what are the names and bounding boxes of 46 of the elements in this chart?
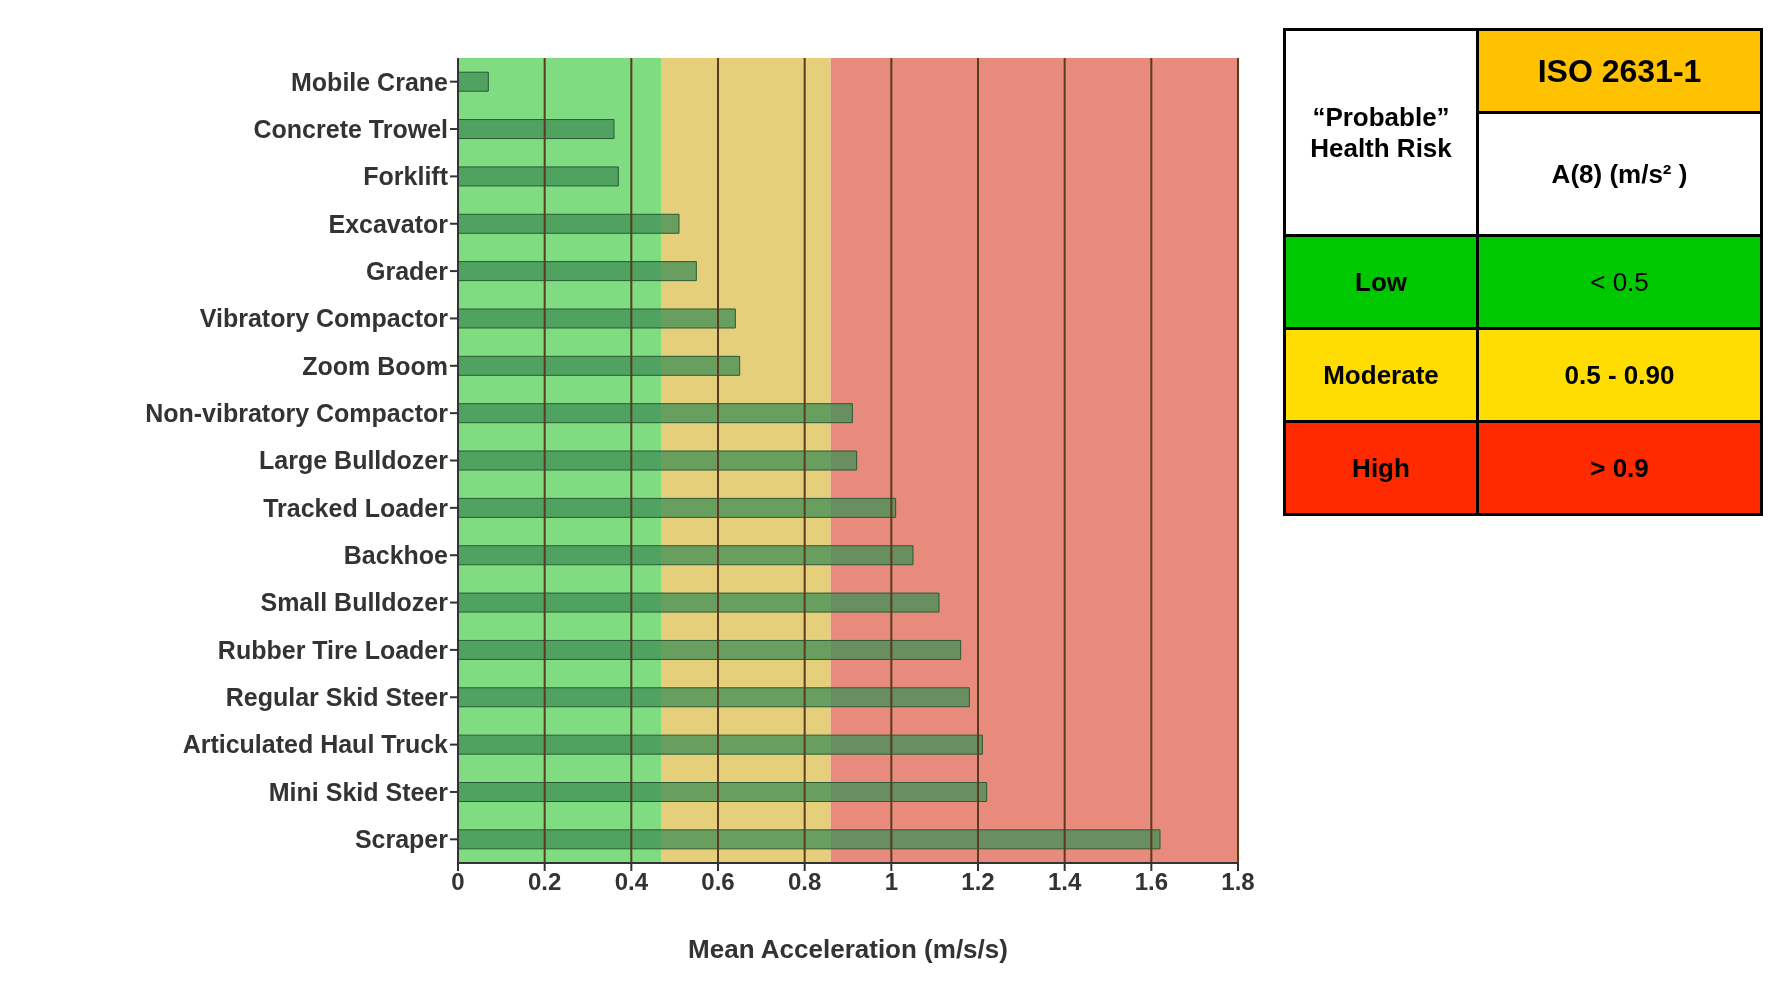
y-tick-label: Backhoe bbox=[343, 541, 449, 570]
y-tick-label: Articulated Haul Truck bbox=[182, 730, 449, 759]
y-tick-label: Zoom Boom bbox=[302, 351, 448, 380]
bar bbox=[458, 497, 897, 518]
bar bbox=[458, 119, 615, 140]
x-tick-label: 1.8 bbox=[1221, 868, 1255, 896]
y-tick-label: Rubber Tire Loader bbox=[217, 635, 449, 664]
bar bbox=[458, 355, 741, 376]
x-tick-label: 0.2 bbox=[527, 868, 562, 896]
x-tick-label: 1.6 bbox=[1134, 868, 1169, 896]
y-tick-label: Concrete Trowel bbox=[253, 114, 448, 143]
y-tick-label: Forklift bbox=[363, 162, 449, 191]
bar bbox=[458, 639, 962, 660]
bar bbox=[458, 687, 970, 708]
bar bbox=[458, 261, 697, 282]
x-tick-label: 0.4 bbox=[614, 868, 649, 896]
bar bbox=[458, 213, 680, 234]
x-tick-label: 1.2 bbox=[961, 868, 995, 896]
x-tick-label: 0.8 bbox=[787, 868, 822, 896]
x-tick-label: 1.4 bbox=[1047, 868, 1082, 896]
risk-table: “Probable” Health Risk ISO 2631-1 A(8) (m/s² ) Low < 0.5 Moderate 0.5 - 0.90 High > 0.9 bbox=[1283, 28, 1763, 516]
bar bbox=[458, 403, 853, 424]
y-tick-label: Large Bulldozer bbox=[259, 446, 449, 475]
bar bbox=[458, 450, 858, 471]
bar bbox=[458, 308, 736, 329]
bar bbox=[458, 71, 489, 92]
x-tick-label: 1 bbox=[884, 868, 899, 896]
bar bbox=[458, 545, 914, 566]
x-axis-title: Mean Acceleration (m/s/s) bbox=[688, 934, 1008, 964]
y-tick-label: Vibratory Compactor bbox=[199, 304, 449, 333]
y-tick-label: Small Bulldozer bbox=[260, 588, 449, 617]
bar bbox=[458, 592, 940, 613]
y-tick-label: Mobile Crane bbox=[291, 67, 449, 96]
y-tick-label: Excavator bbox=[328, 209, 449, 238]
bar bbox=[458, 734, 983, 755]
y-tick-label: Tracked Loader bbox=[263, 493, 449, 522]
x-tick-label: 0 bbox=[451, 868, 465, 896]
y-tick-label: Regular Skid Steer bbox=[225, 683, 449, 712]
y-tick-label: Grader bbox=[366, 256, 449, 285]
y-tick-label: Non-vibratory Compactor bbox=[145, 399, 449, 428]
y-tick-label: Mini Skid Steer bbox=[268, 777, 449, 806]
x-tick-label: 0.6 bbox=[701, 868, 735, 896]
y-tick-label: Scraper bbox=[354, 825, 449, 854]
bar bbox=[458, 166, 619, 187]
bar bbox=[458, 829, 1161, 850]
bar bbox=[458, 782, 988, 802]
